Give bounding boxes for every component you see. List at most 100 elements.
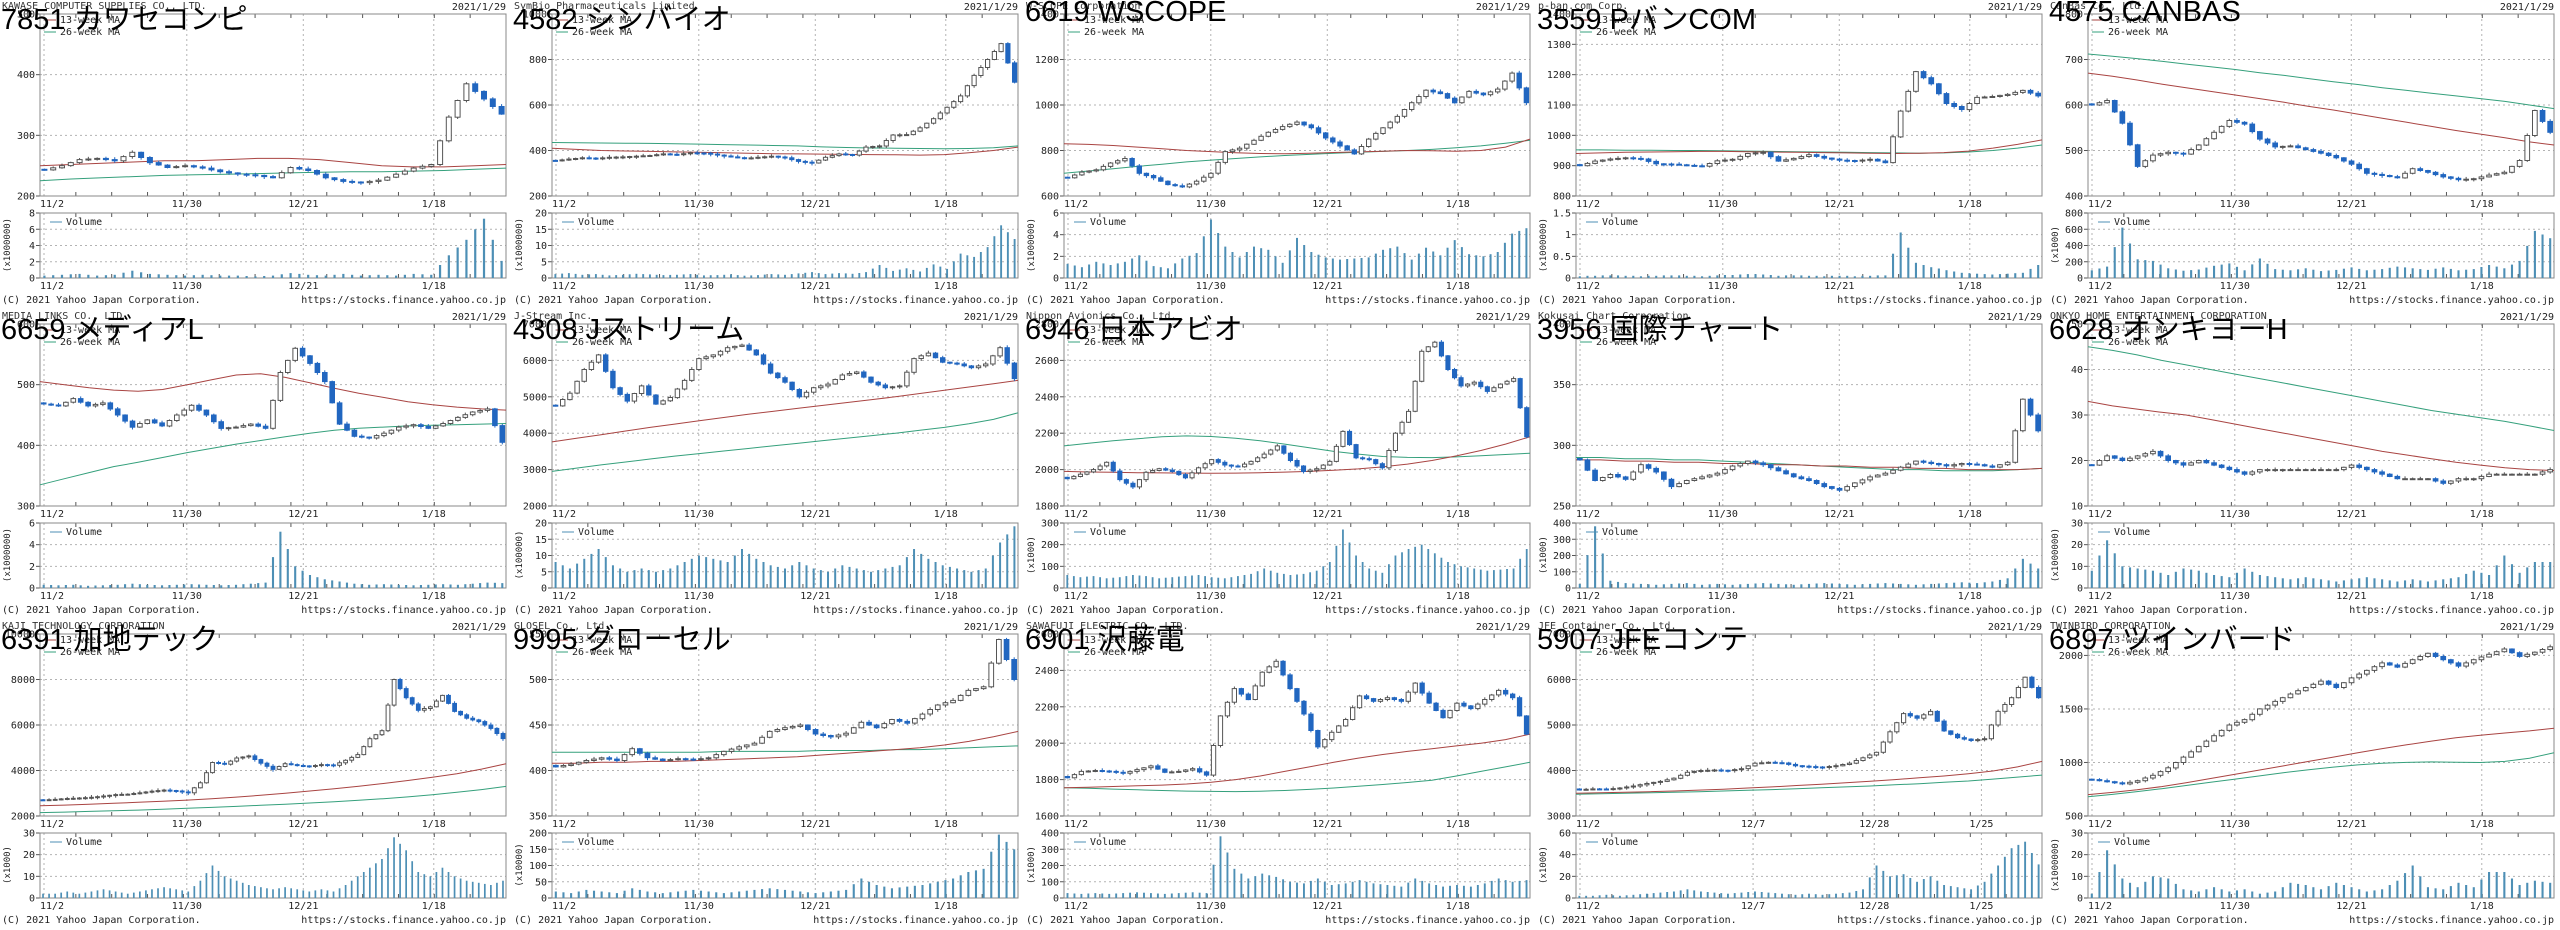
candle-body [579, 157, 586, 160]
candle-body [2417, 656, 2424, 661]
candle-body [2455, 478, 2462, 482]
candle-body [67, 162, 74, 167]
candle-body [1668, 478, 1675, 488]
candle-body [1792, 763, 1799, 767]
plot-layer: 1400 1200 1000 800 600 6 4 2 0 11/2 11/2 11/30 11/30… [1035, 10, 1531, 292]
candle-body [2386, 175, 2393, 178]
chart-cell-3559: p-ban.com Corp. 2021/1/29 13-week MA 26-… [1536, 0, 2048, 310]
volume-x-label: 1/18 [422, 281, 446, 292]
candle-body [675, 758, 681, 761]
candle-body [998, 43, 1004, 53]
volume-tick-label: 0.5 [1553, 252, 1571, 263]
candle-body [2012, 430, 2019, 463]
candle-body [1860, 757, 1866, 762]
chart-cell-3956: Kokusai Chart Corporation 2021/1/29 13-w… [1536, 310, 2048, 620]
candle-body [76, 159, 83, 164]
candle-body [1813, 154, 1820, 157]
candle-body [1684, 771, 1691, 776]
chart-cell-6659: MEDIA LINKS CO., LTD. 2021/1/29 13-week … [0, 310, 512, 620]
candle-body [1699, 476, 1705, 480]
price-tick-label: 800 [529, 55, 547, 66]
candle-body [1722, 469, 1728, 474]
candle-body [638, 385, 645, 395]
price-tick-label: 500 [2065, 146, 2083, 157]
candle-body [1852, 482, 1858, 487]
candle-body [1779, 762, 1785, 765]
price-x-label: 11/30 [684, 819, 714, 830]
candle-body [1936, 463, 1942, 466]
candle-body [646, 385, 652, 396]
chart-cell-5907: JFE Container Co., Ltd. 2021/1/29 13-wee… [1536, 620, 2048, 930]
copyright-text: (C) 2021 Yahoo Japan Corporation. [2, 295, 201, 306]
candle-body [1071, 774, 1078, 779]
price-tick-label: 500 [17, 380, 35, 391]
candle-body [1259, 671, 1265, 687]
candle-body [917, 127, 923, 132]
candle-body [640, 155, 646, 158]
candles [1577, 397, 2041, 493]
candle-body [1468, 705, 1474, 710]
price-x-label: 1/18 [422, 199, 446, 210]
candle-body [1577, 458, 1583, 461]
candle-body [2356, 464, 2362, 468]
candle-body [1416, 96, 1422, 104]
candle-body [774, 729, 781, 732]
candle-body [1350, 707, 1356, 720]
candle-body [1143, 172, 1150, 177]
candle-body [659, 758, 666, 762]
candle-body [2029, 676, 2035, 688]
chart-cell-6628: ONKYO HOME ENTERTAINMENT CORPORATION 202… [2048, 310, 2560, 620]
candle-body [2318, 150, 2324, 154]
volume-unit-label: (x1000) [1539, 846, 1549, 884]
candle-body [2180, 152, 2187, 155]
candle-body [805, 724, 811, 730]
price-x-label: 11/2 [1576, 819, 1600, 830]
candle-body [1169, 771, 1175, 774]
candle-body [498, 106, 505, 115]
candle-body [775, 372, 781, 379]
chart-date: 2021/1/29 [1476, 2, 1530, 13]
candles [553, 637, 1017, 768]
candle-body [965, 689, 972, 696]
candle-body [1252, 685, 1258, 701]
candle-body [1576, 788, 1582, 791]
candle-body [102, 157, 109, 161]
candle-body [832, 379, 838, 385]
candle-body [2111, 781, 2118, 784]
candle-body [1391, 697, 1398, 700]
candle-body [660, 153, 667, 156]
candle-body [2119, 782, 2126, 785]
volume-unit-label: (x1000) [1027, 846, 1037, 884]
candle-body [447, 420, 454, 424]
candles [40, 677, 506, 802]
candle-body [710, 354, 717, 358]
price-x-label: 1/18 [1446, 509, 1470, 520]
candle-body [631, 393, 638, 402]
volume-frame [2087, 832, 2555, 899]
candle-body [234, 757, 240, 762]
candle-body [1478, 381, 1484, 388]
candle-body [2302, 687, 2309, 692]
candle-body [1222, 151, 1229, 163]
candle-body [2004, 461, 2011, 466]
source-url-text: https://stocks.finance.yahoo.co.jp [1837, 915, 2042, 926]
ma13-line [551, 379, 1019, 443]
chart-cell-6619: W-SCOPE Corporation 2021/1/29 13-week MA… [1024, 0, 1536, 310]
candle-body [897, 385, 903, 388]
price-x-label: 12/7 [1741, 819, 1765, 830]
ma26-line [1575, 774, 2043, 795]
candle-body [440, 423, 446, 427]
candle-body [285, 359, 291, 374]
price-tick-label: 1800 [1035, 775, 1059, 786]
candle-body [403, 688, 409, 699]
candle-body [2386, 662, 2393, 666]
price-x-label: 12/28 [1859, 819, 1889, 830]
candle-body [385, 704, 391, 732]
price-x-label: 1/18 [1958, 509, 1982, 520]
copyright-text: (C) 2021 Yahoo Japan Corporation. [1538, 295, 1737, 306]
candle-body [1958, 463, 1965, 466]
ma13-legend-label: 13-week MA [1596, 635, 1656, 646]
candle-body [856, 150, 862, 156]
volume-tick-label: 150 [529, 845, 547, 856]
candle-body [2089, 778, 2095, 781]
